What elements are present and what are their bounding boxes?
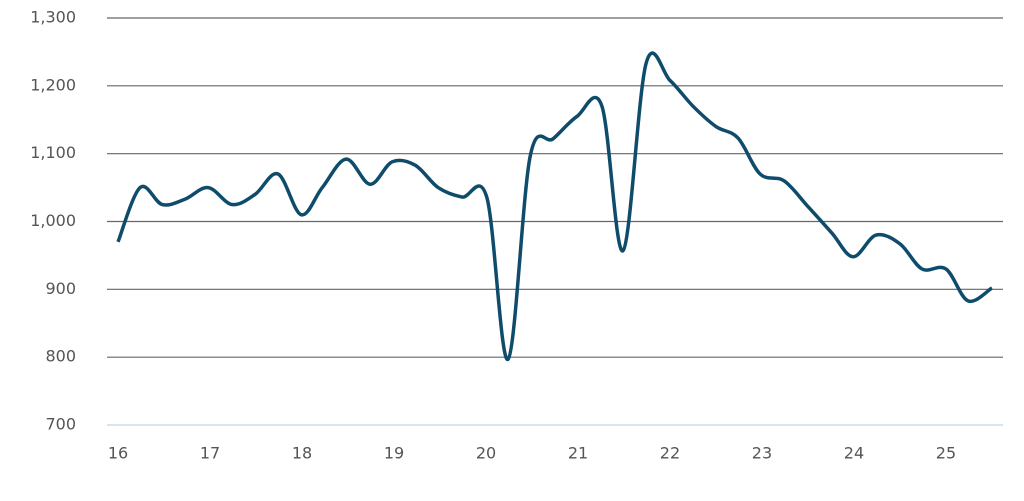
y-tick-label: 1,000 — [30, 211, 76, 230]
y-tick-label: 800 — [45, 347, 76, 366]
x-tick-label: 18 — [292, 444, 312, 463]
x-tick-label: 23 — [752, 444, 772, 463]
y-tick-label: 1,200 — [30, 75, 76, 94]
x-tick-label: 19 — [384, 444, 404, 463]
y-tick-label: 700 — [45, 415, 76, 434]
y-tick-label: 1,100 — [30, 143, 76, 162]
x-tick-label: 16 — [108, 444, 128, 463]
x-tick-label: 20 — [476, 444, 496, 463]
x-tick-label: 25 — [936, 444, 956, 463]
x-tick-label: 22 — [660, 444, 680, 463]
x-tick-label: 24 — [844, 444, 864, 463]
x-tick-label: 21 — [568, 444, 588, 463]
line-series — [116, 51, 993, 361]
y-tick-label: 1,300 — [30, 8, 76, 27]
x-tick-label: 17 — [200, 444, 220, 463]
y-tick-label: 900 — [45, 279, 76, 298]
